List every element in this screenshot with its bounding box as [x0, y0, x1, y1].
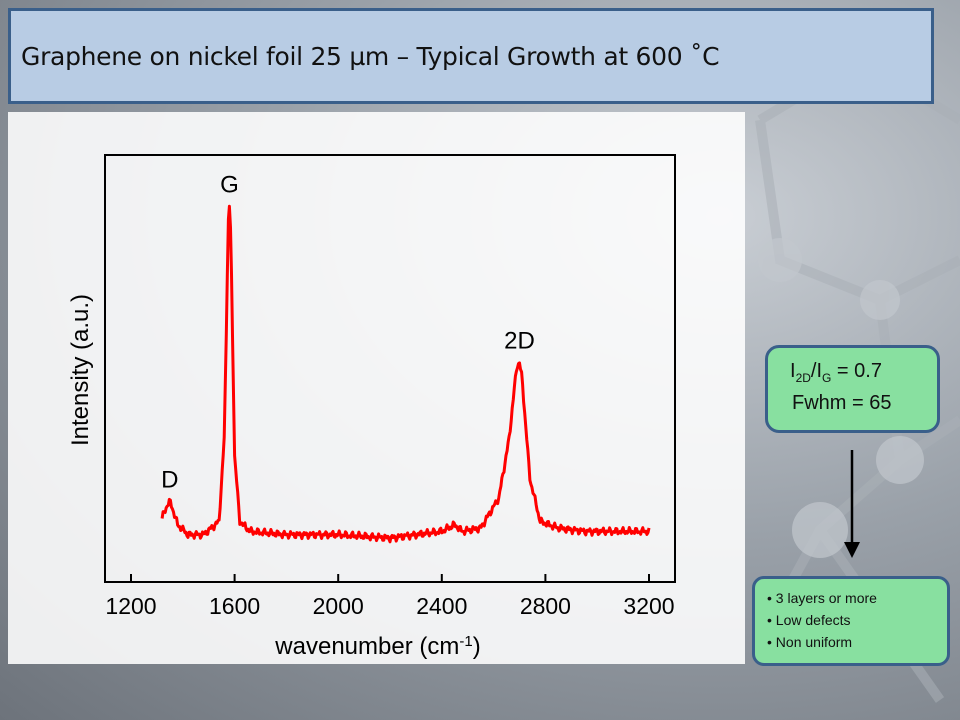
- conclusions-box: 3 layers or more Low defects Non uniform: [752, 576, 950, 666]
- y-axis-title: Intensity (a.u.): [67, 294, 94, 446]
- intensity-ratio: I2D/IG = 0.7: [790, 360, 882, 385]
- x-axis-ticks: 1200 1600 2000 2400 2800 3200: [105, 574, 675, 619]
- fwhm-value: Fwhm = 65: [792, 392, 892, 414]
- peak-label: D: [161, 467, 178, 494]
- slide-title-bar: Graphene on nickel foil 25 µm – Typical …: [8, 8, 934, 104]
- x-tick-label: 1200: [105, 593, 156, 619]
- peak-annotations: D G 2D: [161, 172, 535, 494]
- x-tick-label: 2400: [416, 593, 467, 619]
- down-arrow-icon: [844, 450, 860, 558]
- x-tick-label: 3200: [623, 593, 674, 619]
- slide-title: Graphene on nickel foil 25 µm – Typical …: [21, 41, 720, 71]
- list-item: 3 layers or more: [767, 587, 947, 609]
- conclusions-list: 3 layers or more Low defects Non uniform: [767, 587, 947, 653]
- x-tick-label: 1600: [209, 593, 260, 619]
- raman-spectrum-chart: 1200 1600 2000 2400 2800 3200 wavenumber (cm-…: [67, 154, 676, 661]
- x-tick-label: 2800: [520, 593, 571, 619]
- spectrum-line: [160, 204, 651, 544]
- x-tick-label: 2000: [313, 593, 364, 619]
- ratio-info-box: I2D/IG = 0.7 Fwhm = 65: [765, 345, 940, 433]
- x-axis-title: wavenumber (cm-1): [274, 633, 480, 661]
- plot-frame: [104, 154, 676, 583]
- raman-chart-panel: 1200 1600 2000 2400 2800 3200 wavenumber (cm-…: [8, 112, 745, 664]
- list-item: Non uniform: [767, 631, 947, 653]
- peak-label: G: [220, 172, 239, 199]
- list-item: Low defects: [767, 609, 947, 631]
- peak-label: 2D: [504, 327, 535, 354]
